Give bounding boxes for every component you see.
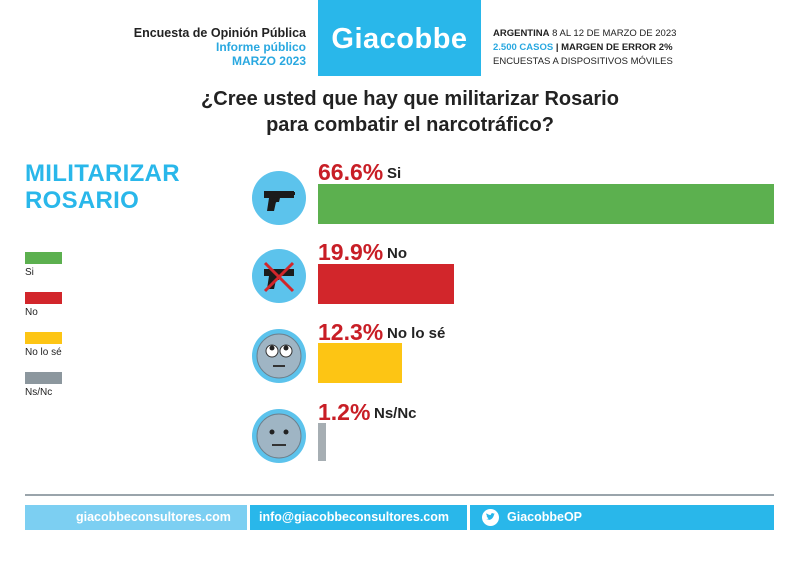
footer-divider bbox=[25, 494, 774, 496]
question: ¿Cree usted que hay que militarizar Rosa… bbox=[150, 86, 670, 138]
legend-swatch-no bbox=[25, 292, 62, 304]
header-right: ARGENTINA 8 AL 12 DE MARZO DE 2023 2.500… bbox=[493, 27, 676, 69]
question-line-2: para combatir el narcotráfico? bbox=[266, 114, 554, 136]
side-title: MILITARIZAR ROSARIO bbox=[25, 160, 180, 214]
legend-label-si: Si bbox=[25, 267, 34, 278]
survey-method: ENCUESTAS A DISPOSITIVOS MÓVILES bbox=[493, 56, 673, 67]
case-count: 2.500 CASOS bbox=[493, 42, 554, 53]
legend-swatch-si bbox=[25, 252, 62, 264]
side-title-line-2: ROSARIO bbox=[25, 187, 140, 214]
legend-label-no-lo-se: No lo sé bbox=[25, 347, 62, 358]
survey-dates: 8 AL 12 DE MARZO DE 2023 bbox=[552, 28, 677, 39]
legend-item-no-lo-se: No lo sé bbox=[25, 332, 62, 358]
margin-of-error: | MARGEN DE ERROR 2% bbox=[555, 42, 673, 53]
twitter-icon[interactable] bbox=[482, 509, 499, 526]
report-period: MARZO 2023 bbox=[231, 54, 306, 68]
brand-logo: Giacobbe bbox=[318, 0, 481, 76]
footer-website-link[interactable]: giacobbeconsultores.com bbox=[76, 510, 231, 524]
bar-value-label-ns-nc: 1.2% bbox=[318, 399, 371, 425]
bar-value-label-no: 19.9% bbox=[318, 239, 384, 265]
bar-ns-nc bbox=[318, 423, 327, 461]
footer-separator bbox=[247, 505, 250, 530]
bar-value-label-si: 66.6% bbox=[318, 159, 384, 185]
footer-website-bg bbox=[25, 505, 247, 530]
country: ARGENTINA bbox=[493, 28, 550, 39]
legend-item-si: Si bbox=[25, 252, 62, 278]
bar-category-label-no-lo-se: No lo sé bbox=[387, 325, 446, 342]
question-line-1: ¿Cree usted que hay que militarizar Rosa… bbox=[201, 88, 619, 110]
bar-category-label-ns-nc: Ns/Nc bbox=[374, 405, 417, 422]
legend-label-no: No bbox=[25, 307, 38, 318]
side-title-line-1: MILITARIZAR bbox=[25, 160, 180, 187]
report-type: Informe público bbox=[216, 40, 306, 54]
pistol-icon bbox=[252, 171, 306, 225]
footer-twitter-handle[interactable]: GiacobbeOP bbox=[507, 510, 583, 524]
survey-title: Encuesta de Opinión Pública bbox=[133, 26, 306, 40]
header-left: Encuesta de Opinión Pública Informe públ… bbox=[134, 26, 306, 68]
footer-separator bbox=[467, 505, 470, 530]
legend-label-ns-nc: Ns/Nc bbox=[25, 387, 53, 398]
bar-value-label-no-lo-se: 12.3% bbox=[318, 319, 384, 345]
legend-item-ns-nc: Ns/Nc bbox=[25, 372, 62, 398]
footer-email-link[interactable]: info@giacobbeconsultores.com bbox=[259, 510, 449, 524]
crossed-pistol-icon bbox=[252, 249, 306, 303]
legend-swatch-ns-nc bbox=[25, 372, 62, 384]
bar-no-lo-se bbox=[318, 343, 403, 383]
bar-si bbox=[318, 184, 774, 224]
bar-category-label-no: No bbox=[387, 245, 407, 262]
neutral-face-icon bbox=[252, 409, 306, 463]
footer: giacobbeconsultores.com info@giacobbecon… bbox=[25, 505, 774, 530]
bar-category-label-si: Si bbox=[387, 165, 402, 182]
legend-swatch-no-lo-se bbox=[25, 332, 62, 344]
bar-no bbox=[318, 264, 455, 304]
eyes-rolling-face-icon bbox=[252, 329, 306, 383]
legend-item-no: No bbox=[25, 292, 62, 318]
